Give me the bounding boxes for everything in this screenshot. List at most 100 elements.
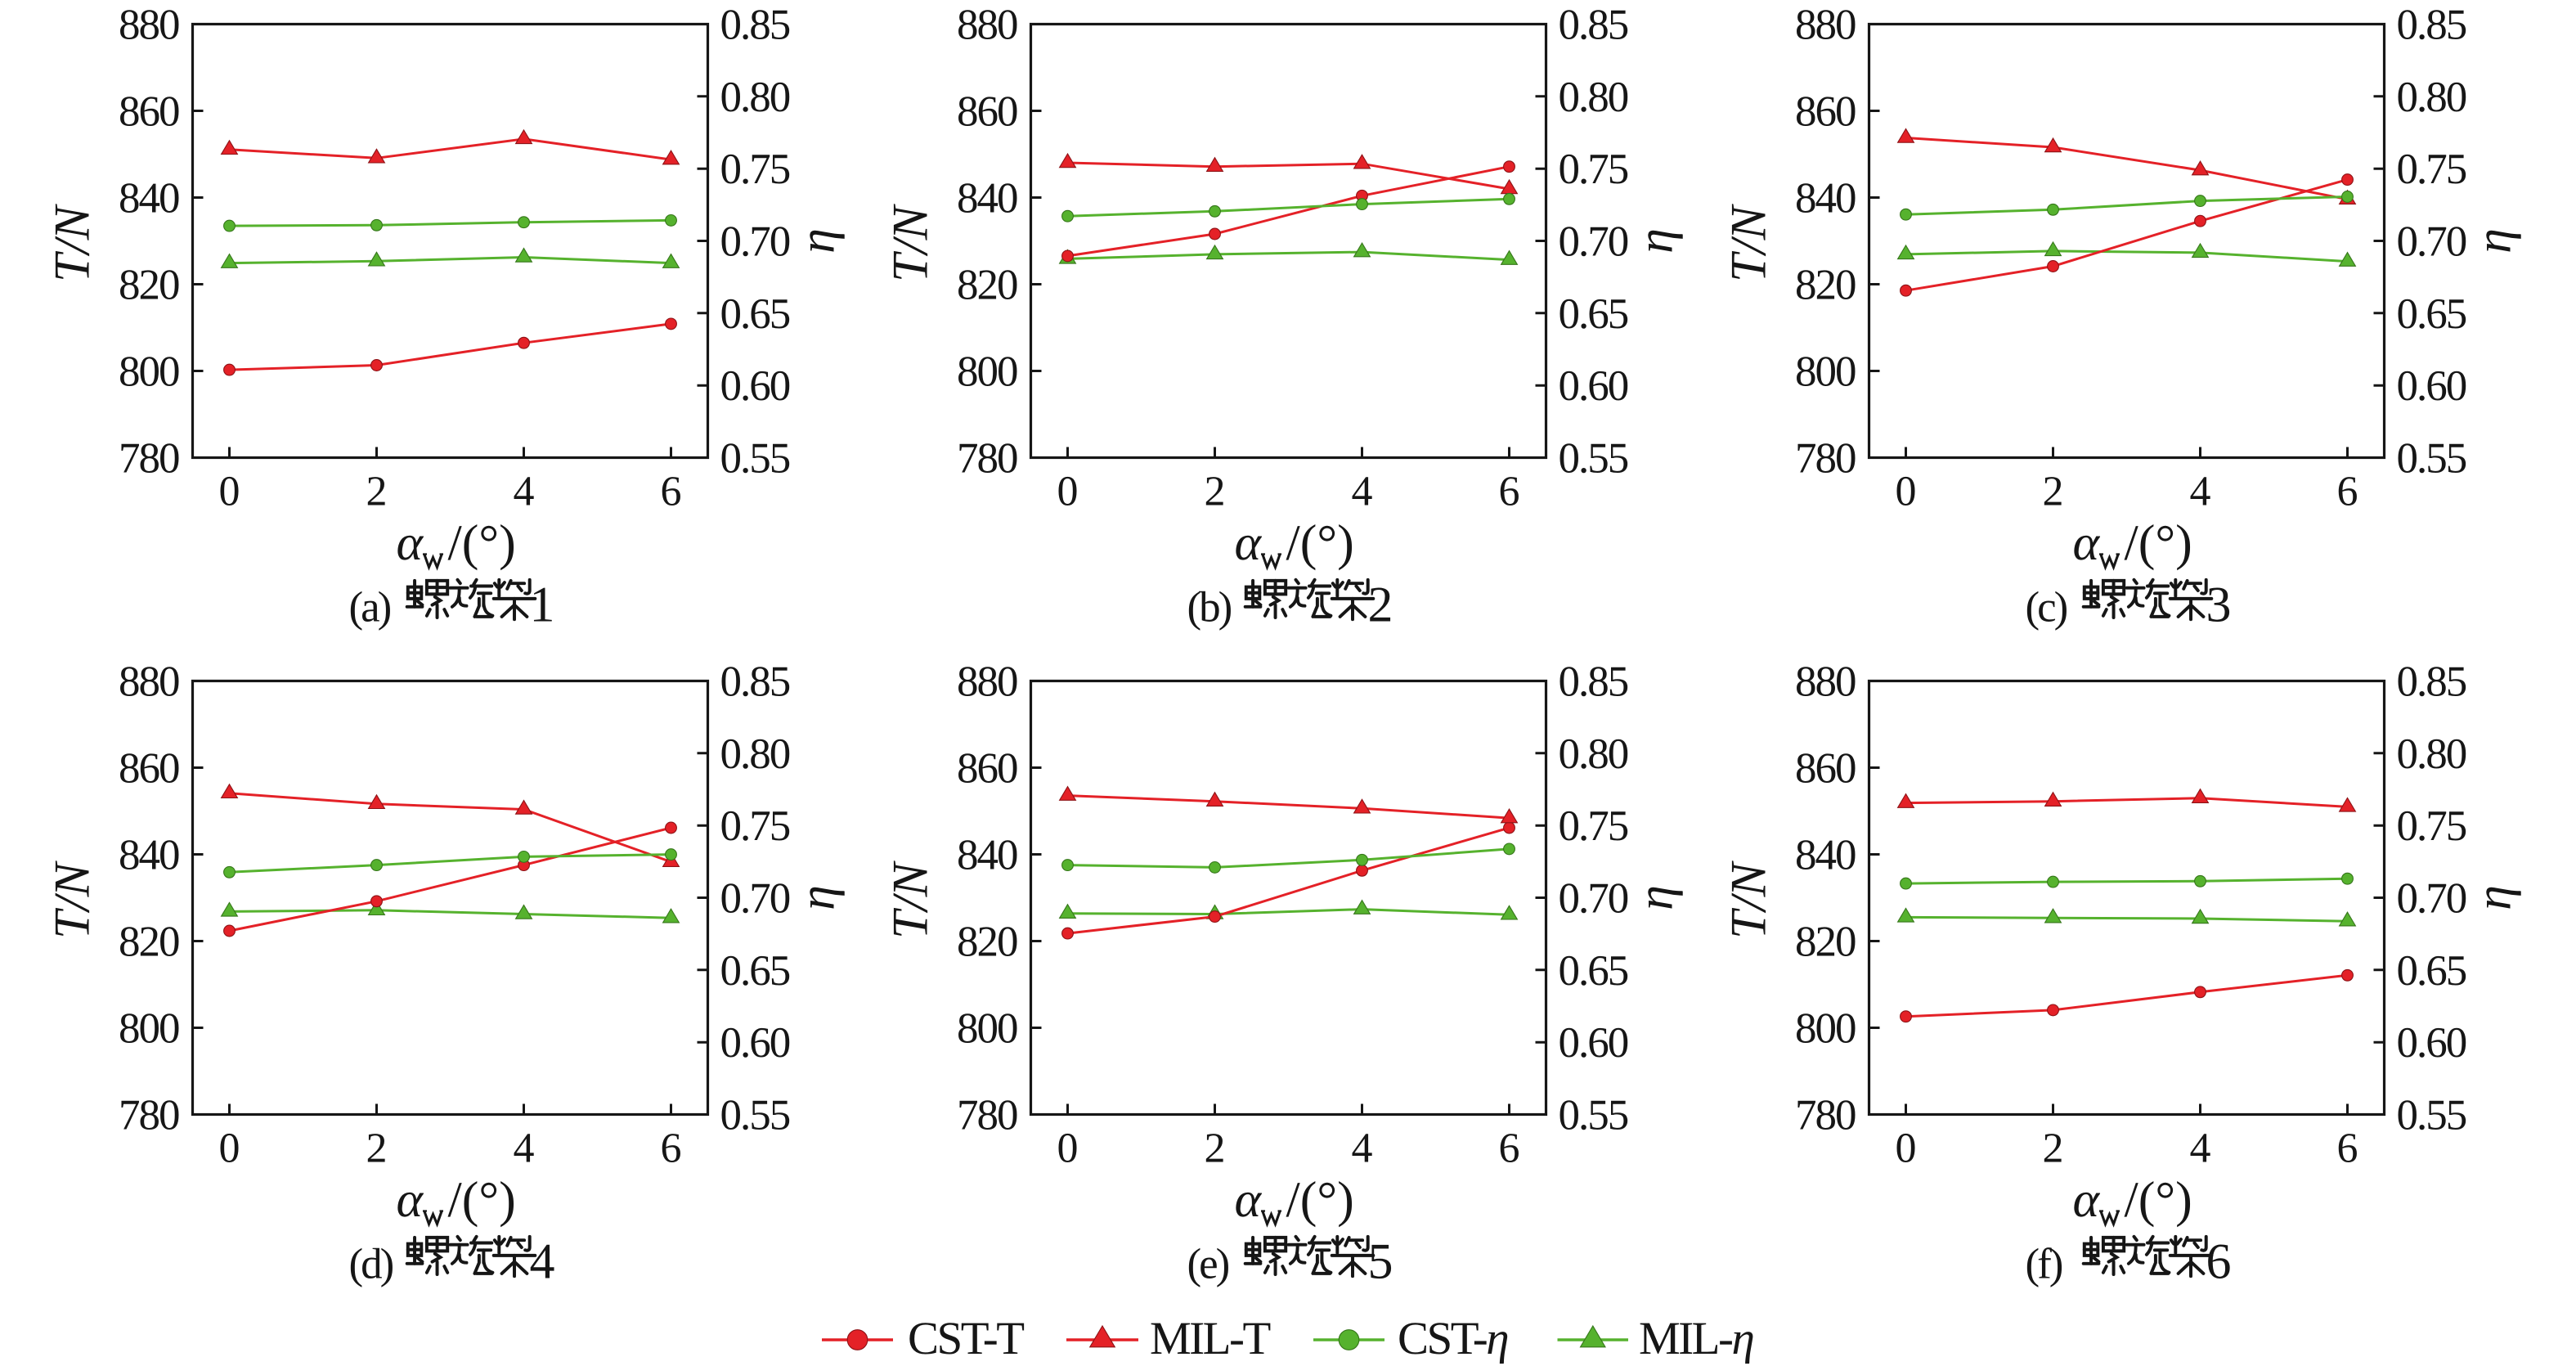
svg-text:820: 820: [119, 919, 179, 966]
svg-text:0.55: 0.55: [2397, 1092, 2466, 1139]
svg-text:0.80: 0.80: [720, 730, 790, 778]
svg-text:η: η: [2466, 885, 2522, 910]
svg-text:800: 800: [1795, 348, 1856, 396]
svg-text:η: η: [790, 228, 846, 254]
svg-text:η: η: [790, 885, 846, 910]
svg-text:880: 880: [119, 658, 179, 706]
svg-text:0.70: 0.70: [1559, 875, 1628, 923]
svg-text:880: 880: [1795, 2, 1856, 49]
svg-text:840: 840: [957, 175, 1017, 222]
svg-text:/(°): /(°): [1286, 515, 1354, 571]
svg-text:0.60: 0.60: [720, 1019, 790, 1067]
svg-text:0.70: 0.70: [2397, 218, 2466, 266]
svg-text:(f): (f): [2026, 1241, 2062, 1288]
svg-text:α: α: [2073, 1172, 2101, 1228]
svg-text:4: 4: [1352, 469, 1373, 515]
svg-text:T/N: T/N: [883, 203, 939, 282]
svg-text:4: 4: [2190, 469, 2211, 515]
svg-text:α: α: [397, 515, 424, 571]
svg-text:η: η: [1628, 885, 1684, 910]
svg-text:η: η: [1628, 228, 1684, 254]
svg-text:840: 840: [1795, 175, 1856, 222]
svg-text:0.60: 0.60: [2397, 362, 2466, 410]
svg-text:880: 880: [1795, 658, 1856, 706]
svg-text:0.85: 0.85: [720, 2, 790, 49]
svg-text:1: 1: [530, 577, 555, 633]
svg-text:(c): (c): [2026, 584, 2067, 631]
svg-text:6: 6: [661, 1126, 682, 1172]
svg-text:820: 820: [1795, 262, 1856, 309]
svg-text:0.65: 0.65: [2397, 947, 2466, 995]
svg-text:0.65: 0.65: [1559, 290, 1628, 338]
svg-text:6: 6: [1499, 469, 1520, 515]
svg-text:6: 6: [2337, 1126, 2358, 1172]
svg-text:T/N: T/N: [1721, 860, 1777, 939]
svg-text:0.85: 0.85: [720, 658, 790, 706]
svg-text:880: 880: [957, 658, 1017, 706]
svg-text:0: 0: [1896, 469, 1917, 515]
svg-text:4: 4: [514, 1126, 535, 1172]
svg-text:0.65: 0.65: [1559, 947, 1628, 995]
svg-text:6: 6: [661, 469, 682, 515]
svg-text:780: 780: [1795, 1092, 1856, 1139]
svg-text:T/N: T/N: [45, 203, 101, 282]
svg-text:0.55: 0.55: [1559, 1092, 1628, 1139]
svg-text:T/N: T/N: [45, 860, 101, 939]
svg-text:0.80: 0.80: [2397, 730, 2466, 778]
svg-text:MIL-T: MIL-T: [1150, 1313, 1270, 1364]
svg-text:880: 880: [957, 2, 1017, 49]
svg-text:4: 4: [1352, 1126, 1373, 1172]
svg-text:780: 780: [1795, 435, 1856, 483]
svg-text:860: 860: [957, 745, 1017, 793]
svg-text:0.75: 0.75: [2397, 802, 2466, 850]
svg-text:820: 820: [957, 262, 1017, 309]
svg-text:800: 800: [957, 1005, 1017, 1053]
svg-text:0.85: 0.85: [1559, 658, 1628, 706]
svg-text:/(°): /(°): [2125, 515, 2192, 571]
svg-text:CST-T: CST-T: [908, 1313, 1024, 1364]
svg-text:860: 860: [119, 88, 179, 136]
svg-text:(a): (a): [349, 584, 391, 631]
svg-text:6: 6: [2337, 469, 2358, 515]
svg-text:0.55: 0.55: [2397, 435, 2466, 483]
svg-text:0.80: 0.80: [720, 74, 790, 121]
svg-text:(e): (e): [1187, 1241, 1229, 1288]
svg-text:/(°): /(°): [2125, 1172, 2192, 1228]
svg-text:0.75: 0.75: [1559, 802, 1628, 850]
svg-text:0.85: 0.85: [1559, 2, 1628, 49]
svg-text:780: 780: [957, 435, 1017, 483]
svg-text:0.85: 0.85: [2397, 2, 2466, 49]
svg-text:T/N: T/N: [1721, 203, 1777, 282]
svg-text:0: 0: [1896, 1126, 1917, 1172]
svg-text:0: 0: [219, 469, 240, 515]
svg-text:/(°): /(°): [448, 1172, 516, 1228]
svg-text:2: 2: [1205, 469, 1226, 515]
svg-text:0.75: 0.75: [720, 802, 790, 850]
svg-text:4: 4: [530, 1234, 555, 1290]
svg-text:0.80: 0.80: [1559, 730, 1628, 778]
svg-text:840: 840: [957, 832, 1017, 879]
svg-text:α: α: [2073, 515, 2101, 571]
svg-text:0.70: 0.70: [1559, 218, 1628, 266]
svg-text:0.60: 0.60: [2397, 1019, 2466, 1067]
svg-text:0.55: 0.55: [1559, 435, 1628, 483]
svg-text:840: 840: [1795, 832, 1856, 879]
svg-text:4: 4: [514, 469, 535, 515]
svg-text:MIL-η: MIL-η: [1639, 1313, 1752, 1364]
svg-text:2: 2: [366, 1126, 388, 1172]
svg-text:2: 2: [2043, 469, 2064, 515]
svg-text:820: 820: [957, 919, 1017, 966]
svg-text:(b): (b): [1187, 584, 1232, 631]
svg-text:T/N: T/N: [883, 860, 939, 939]
svg-text:820: 820: [1795, 919, 1856, 966]
svg-text:α: α: [1235, 1172, 1263, 1228]
svg-text:2: 2: [1205, 1126, 1226, 1172]
svg-text:840: 840: [119, 175, 179, 222]
svg-text:2: 2: [366, 469, 388, 515]
svg-text:0.80: 0.80: [1559, 74, 1628, 121]
svg-text:800: 800: [119, 1005, 179, 1053]
svg-text:0: 0: [219, 1126, 240, 1172]
svg-text:0.70: 0.70: [2397, 875, 2466, 923]
svg-text:0.70: 0.70: [720, 218, 790, 266]
svg-text:3: 3: [2206, 577, 2232, 633]
